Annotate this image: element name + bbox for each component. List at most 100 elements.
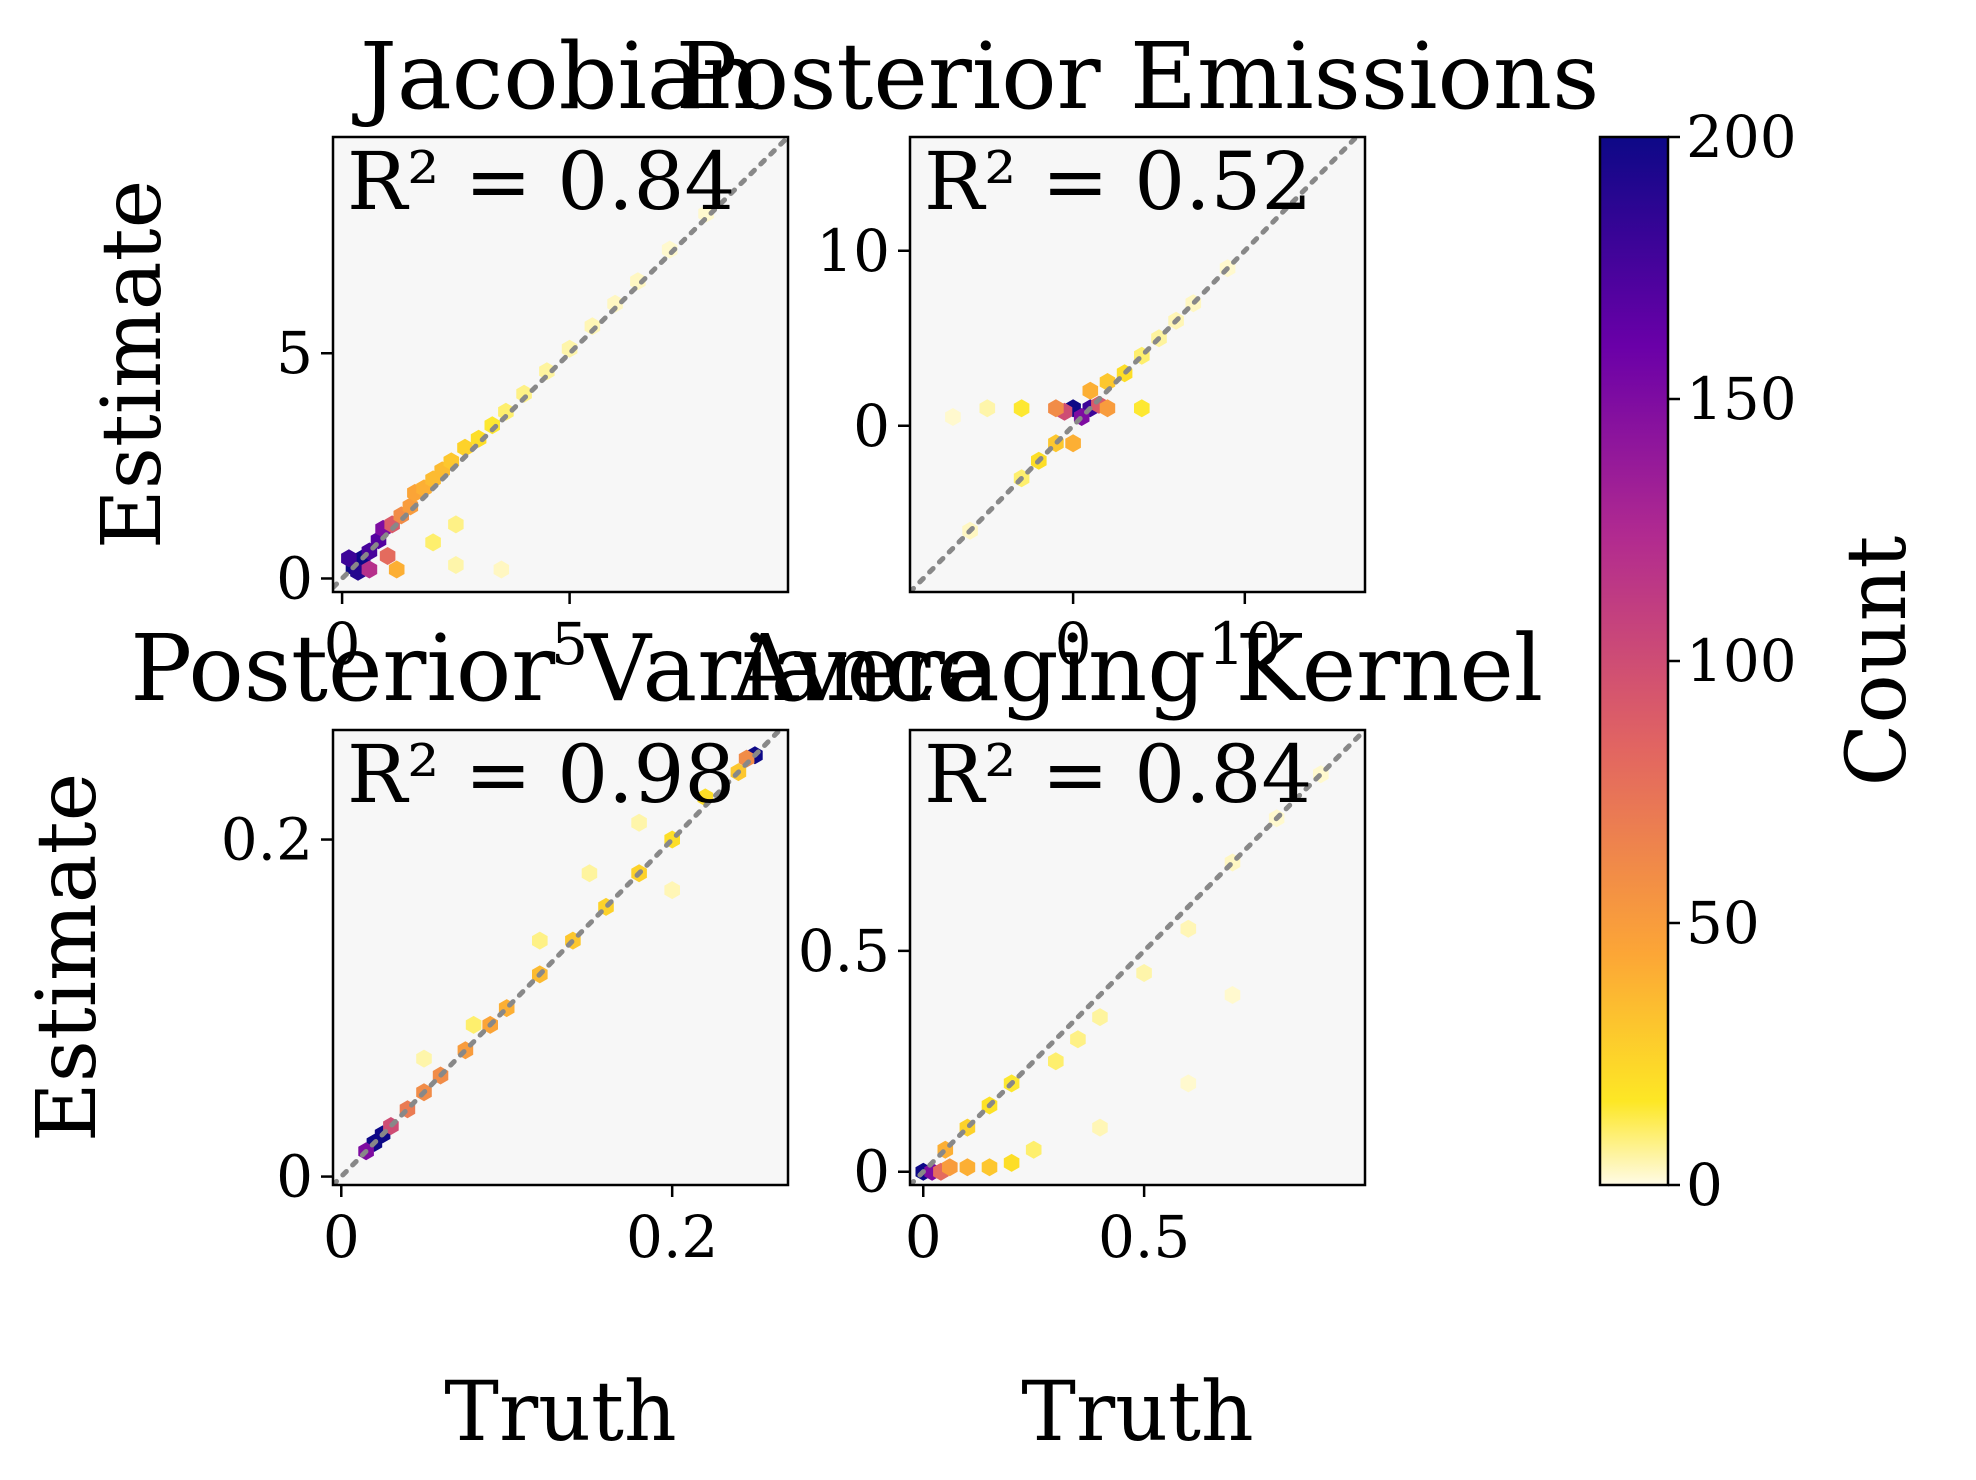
- r2-annotation: R² = 0.52: [924, 135, 1312, 228]
- hexbin-cell: [1180, 919, 1197, 938]
- hexbin-cell: [979, 399, 996, 418]
- axes-frame: [331, 728, 790, 1187]
- hexbin-cell: [1180, 1074, 1197, 1093]
- y-tick-label: 0.2: [221, 806, 313, 874]
- hexbin-cell: [448, 515, 464, 534]
- hexbin-layer: [910, 137, 1359, 592]
- x-tick-label: 0.2: [626, 1203, 718, 1271]
- hexbin-layer: [333, 137, 788, 590]
- hexbin-cell: [561, 339, 578, 358]
- hexbin-cell: [959, 1158, 976, 1177]
- hexbin-cell: [1099, 399, 1116, 418]
- colorbar-gradient: [1600, 137, 1668, 1185]
- panel-title: Posterior Emissions: [676, 23, 1600, 130]
- hexbin-layer: [333, 730, 783, 1185]
- x-tick-label: 0.5: [1098, 1203, 1190, 1271]
- x-tick-label: 0: [905, 1203, 942, 1271]
- x-axis-label: Truth: [444, 1365, 676, 1460]
- hexbin-cell: [516, 384, 532, 403]
- y-axis-label: Estimate: [85, 180, 180, 549]
- y-tick-label: 0: [276, 1143, 313, 1211]
- colorbar-tick-label: 150: [1686, 365, 1797, 433]
- hexbin-cell: [416, 1049, 432, 1068]
- hexbin-cell: [942, 1158, 958, 1177]
- hexbin-cell: [584, 317, 601, 336]
- hexbin-cell: [1065, 434, 1081, 453]
- hexbin-cell: [981, 1158, 998, 1177]
- identity-line: [910, 137, 1359, 592]
- hexbin-cell: [631, 813, 647, 832]
- hexbin-cell: [493, 560, 510, 579]
- colorbar-tick-label: 100: [1686, 627, 1797, 695]
- x-tick-label: 5: [551, 610, 588, 678]
- colorbar-tick-label: 200: [1686, 103, 1797, 171]
- y-tick-label: 5: [276, 319, 313, 387]
- r2-annotation: R² = 0.84: [924, 728, 1312, 821]
- hexbin-cell: [1092, 1118, 1108, 1137]
- hexbin-cell: [664, 881, 680, 900]
- axes-frame: [908, 135, 1367, 594]
- hexbin-cell: [425, 533, 441, 552]
- hexbin-cell: [1013, 399, 1030, 418]
- hexbin-cell: [1003, 1153, 1020, 1172]
- hexbin-cell: [470, 429, 487, 448]
- x-tick-label: 0: [324, 610, 361, 678]
- hexbin-cell: [448, 556, 464, 574]
- plot-area: [910, 137, 1365, 592]
- y-axis-label: Estimate: [20, 773, 115, 1142]
- y-tick-label: 10: [816, 217, 890, 285]
- hexbin-cell: [341, 549, 357, 568]
- r2-annotation: R² = 0.84: [347, 135, 735, 228]
- hexbin-cell: [1082, 381, 1099, 400]
- x-tick-label: 10: [1208, 610, 1282, 678]
- colorbar-tick-label: 50: [1686, 889, 1760, 957]
- hexbin-cell: [630, 272, 646, 291]
- x-axis-label: Truth: [1021, 1365, 1253, 1460]
- hexbin-cell: [1099, 373, 1116, 391]
- identity-line: [333, 730, 783, 1185]
- hexbin-cell: [1070, 1030, 1086, 1049]
- colorbar: 0 50 100 150 200 Count: [1598, 103, 1925, 1219]
- hexbin-cell: [457, 438, 473, 457]
- hexbin-cell: [539, 362, 555, 381]
- hexbin-cell: [379, 547, 396, 565]
- hexbin-cell: [1048, 1052, 1064, 1071]
- hexbin-cell: [581, 864, 598, 883]
- x-tick-label: 0: [1055, 610, 1092, 678]
- hexbin-cell: [945, 408, 961, 426]
- hexbin-cell: [1025, 1140, 1042, 1159]
- identity-line: [333, 137, 788, 590]
- hexbin-cell: [498, 402, 514, 421]
- y-tick-label: 0: [853, 1138, 890, 1206]
- axes-frame: [908, 728, 1367, 1187]
- y-tick-label: 0.5: [798, 917, 890, 985]
- hexbin-cell: [607, 294, 623, 313]
- panel-title: Averaging Kernel: [731, 615, 1543, 722]
- colorbar-label: Count: [1830, 536, 1925, 787]
- hexbin-cell: [1224, 986, 1241, 1004]
- r2-annotation: R² = 0.98: [347, 728, 735, 821]
- axes-frame: [331, 135, 790, 594]
- panel-title: Posterior Variance: [130, 615, 991, 722]
- colorbar-tick-label: 0: [1686, 1151, 1723, 1219]
- identity-line: [910, 730, 1365, 1185]
- hexbin-layer: [910, 730, 1365, 1185]
- panel-title: Jacobian: [352, 23, 761, 130]
- hexbin-cell: [532, 931, 548, 950]
- x-tick-label: 0: [323, 1203, 360, 1271]
- hexbin-cell: [402, 497, 419, 516]
- hexbin-cell: [1134, 399, 1150, 418]
- hexbin-cell: [1048, 399, 1064, 418]
- hexbin-cell: [484, 416, 500, 435]
- y-tick-label: 0: [276, 544, 313, 612]
- hexbin-cell: [698, 204, 714, 223]
- hexbin-cell: [661, 240, 678, 259]
- hexbin-cell: [1136, 964, 1152, 982]
- hexbin-cell: [1092, 1008, 1108, 1027]
